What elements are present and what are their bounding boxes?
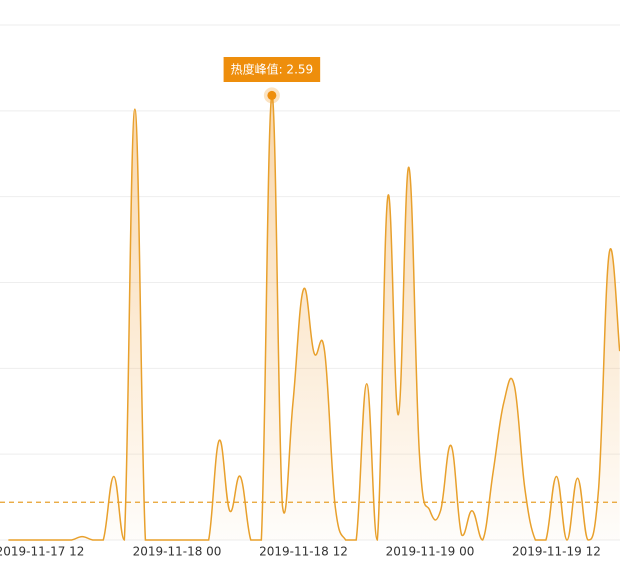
tooltip-box (223, 57, 321, 82)
x-tick-label: 2019-11-18 12 (259, 545, 348, 559)
line (8, 94, 620, 541)
x-tick-label: 2019-11-19 00 (386, 545, 475, 559)
tooltip-text: 热度峰值: 2.59 (231, 62, 314, 77)
peak-marker (267, 90, 277, 100)
x-tick-label: 2019-11-17 12 (0, 545, 84, 559)
x-tick-label: 2019-11-18 00 (133, 545, 222, 559)
line-area (8, 95, 620, 541)
peak-tooltip: 热度峰值: 2.59 (223, 57, 321, 82)
x-tick-label: 2019-11-19 12 (512, 545, 601, 559)
